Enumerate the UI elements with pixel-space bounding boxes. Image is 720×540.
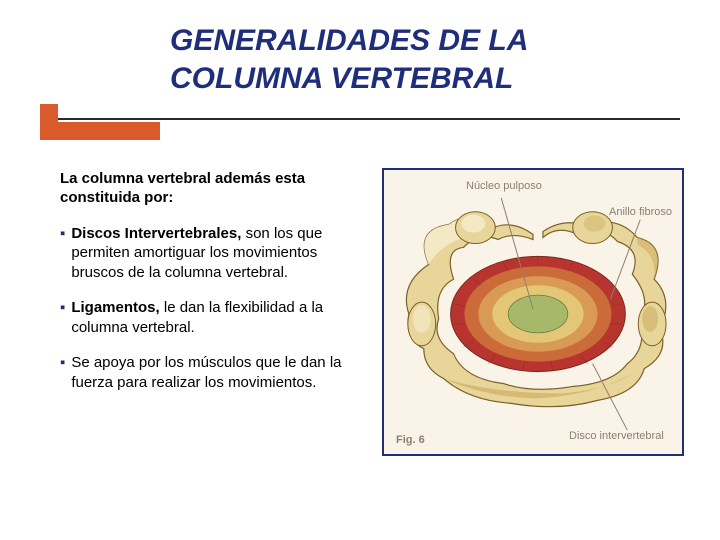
bullet-rest: Se apoya por los músculos que le dan la … [71, 354, 341, 391]
bullet-bold: Ligamentos, [71, 299, 159, 316]
figure-caption: Fig. 6 [396, 434, 425, 446]
label-disco-intervertebral: Disco intervertebral [569, 430, 664, 442]
title-underline [40, 118, 680, 120]
bullet-text: Se apoya por los músculos que le dan la … [71, 353, 360, 392]
accent-square-top [40, 104, 58, 122]
disc-shape [451, 256, 626, 371]
label-nucleo-pulposo: Núcleo pulposo [466, 180, 542, 192]
body-text-area: La columna vertebral además esta constit… [60, 170, 360, 408]
bullet-square-icon: ▪ [60, 224, 65, 283]
figure-panel: Núcleo pulposo Anillo fibroso Disco inte… [382, 168, 684, 456]
bullet-text: Discos Intervertebrales, son los que per… [71, 224, 360, 283]
label-anillo-fibroso: Anillo fibroso [609, 206, 672, 218]
intro-text: La columna vertebral además esta constit… [60, 170, 360, 208]
bullet-text: Ligamentos, le dan la flexibilidad a la … [71, 298, 360, 337]
slide-title-block: GENERALIDADES DE LA COLUMNA VERTEBRAL [170, 22, 680, 97]
bullet-square-icon: ▪ [60, 298, 65, 337]
accent-rect-bottom [40, 122, 160, 140]
bullet-square-icon: ▪ [60, 353, 65, 392]
slide-title: GENERALIDADES DE LA COLUMNA VERTEBRAL [170, 22, 680, 97]
bullet-item: ▪ Se apoya por los músculos que le dan l… [60, 353, 360, 392]
bullet-item: ▪ Ligamentos, le dan la flexibilidad a l… [60, 298, 360, 337]
bullet-item: ▪ Discos Intervertebrales, son los que p… [60, 224, 360, 283]
bullet-bold: Discos Intervertebrales, [71, 225, 241, 242]
